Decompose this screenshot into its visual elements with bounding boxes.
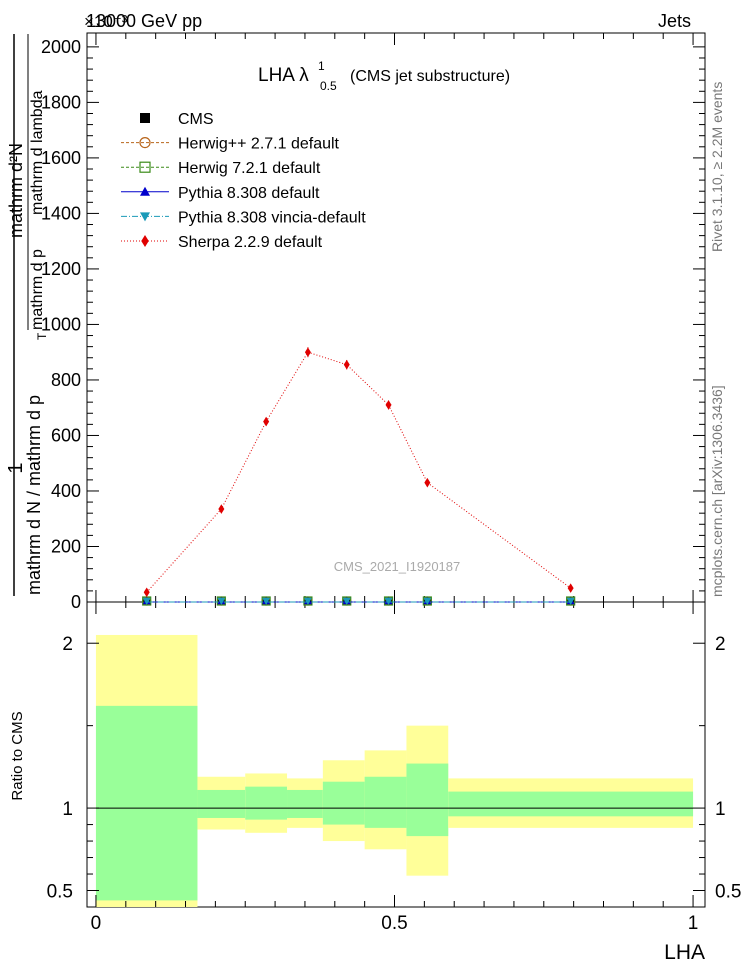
y-tick-label: 800: [51, 370, 81, 390]
data-point: [342, 597, 351, 605]
stat-uncertainty-band: [95, 705, 198, 901]
y-label-inner-denominator: mathrm d p: [29, 249, 46, 330]
main-x-axis: 0 0.5 1: [91, 33, 699, 934]
data-point: [218, 504, 225, 514]
y-tick-label: 2000: [41, 37, 81, 57]
ratio-y-tick-label-right: 0.5: [715, 882, 741, 903]
legend-marker: [139, 137, 151, 149]
legend: CMS Herwig++ 2.7.1 default Herwig 7.2.1 de…: [121, 111, 366, 251]
data-point: [217, 597, 226, 605]
series-2: [142, 596, 576, 606]
legend-label: Herwig++ 2.7.1 default: [178, 136, 340, 153]
x-tick-label: 0.5: [381, 913, 407, 934]
stat-uncertainty-band: [448, 791, 694, 817]
y-tick-label: 1200: [41, 259, 81, 279]
y-tick-label: 0: [71, 592, 81, 612]
stat-uncertainty-band: [287, 789, 323, 818]
y-label-inner-denominator-b: mathrm d lambda: [29, 90, 46, 215]
title-superscript: 1: [318, 59, 325, 73]
series-line: [146, 351, 571, 593]
analysis-watermark: CMS_2021_I1920187: [334, 559, 461, 574]
energy-label: 13000 GeV pp: [86, 11, 202, 31]
stat-uncertainty-band: [322, 781, 365, 825]
y-label-numerator: 1: [5, 462, 27, 473]
stat-uncertainty-band: [364, 776, 407, 828]
data-point: [304, 347, 311, 357]
y-label-subscript: T: [35, 332, 49, 340]
stat-uncertainty-band: [406, 763, 449, 837]
series-5: [143, 347, 574, 598]
stat-uncertainty-band: [197, 789, 246, 818]
rivet-version-label: Rivet 3.1.10, ≥ 2.2M events: [709, 82, 725, 252]
y-tick-label: 1600: [41, 148, 81, 168]
data-point: [262, 597, 271, 605]
series-0: [142, 597, 575, 605]
plot-title: LHA λ 1 0.5 (CMS jet substructure): [258, 59, 510, 93]
data-series: [142, 347, 576, 606]
data-point: [143, 587, 150, 598]
data-point: [424, 477, 431, 488]
x-tick-label: 0: [91, 913, 102, 934]
main-y-axis: 0 200 400 600 800 1000 1200 1400 1600 1800 2000: [41, 37, 705, 612]
legend-label: CMS: [178, 111, 214, 128]
ratio-uncertainty-bands: [95, 634, 694, 907]
title-subscript: 0.5: [320, 79, 337, 93]
title-rest: (CMS jet substructure): [350, 68, 510, 85]
x-axis-label: LHA: [664, 941, 705, 964]
data-point: [384, 597, 393, 605]
stat-uncertainty-band: [245, 786, 288, 820]
series-3: [142, 597, 575, 605]
x-tick-label: 1: [688, 913, 699, 934]
legend-label: Herwig 7.2.1 default: [178, 160, 321, 177]
legend-label: Pythia 8.308 vincia-default: [178, 209, 366, 226]
legend-marker: [139, 161, 151, 173]
y-tick-label: 1800: [41, 92, 81, 112]
legend-marker: [141, 235, 149, 247]
data-point: [385, 400, 392, 410]
y-tick-label: 600: [51, 425, 81, 445]
title-main: LHA λ: [258, 65, 309, 86]
legend-label: Sherpa 2.2.9 default: [178, 234, 323, 251]
data-point: [343, 359, 350, 370]
ratio-axes: 0.5 0.5 1 1 2 2: [47, 634, 742, 902]
ratio-y-tick-label: 1: [62, 799, 73, 820]
y-tick-label: 400: [51, 481, 81, 501]
legend-marker: [140, 186, 150, 196]
legend-label: Pythia 8.308 default: [178, 185, 320, 202]
ratio-y-tick-label: 2: [62, 634, 73, 655]
y-label-denominator: mathrm d N / mathrm d p: [24, 395, 44, 595]
mcplots-label: mcplots.cern.ch [arXiv:1306.3436]: [709, 385, 725, 597]
y-multiplier: ×10⁻³: [84, 12, 128, 31]
y-tick-label: 1400: [41, 203, 81, 223]
legend-marker: [140, 212, 150, 222]
data-point: [567, 583, 574, 593]
series-4: [142, 597, 575, 605]
y-tick-label: 1000: [41, 314, 81, 334]
ratio-y-tick-label-right: 2: [715, 634, 726, 655]
ratio-y-tick-label: 0.5: [47, 882, 73, 903]
process-label: Jets: [658, 11, 691, 31]
series-1: [142, 596, 576, 606]
data-point: [142, 597, 151, 605]
y-tick-label: 200: [51, 536, 81, 556]
data-point: [263, 416, 270, 427]
data-point: [566, 597, 575, 605]
data-point: [303, 597, 312, 605]
legend-marker: [140, 113, 150, 123]
ratio-y-tick-label-right: 1: [715, 799, 726, 820]
y-label-inner-numerator: mathrm d²N: [6, 143, 26, 238]
ratio-y-axis-label: Ratio to CMS: [9, 711, 26, 800]
data-point: [423, 597, 432, 605]
main-y-axis-label: 1: [5, 462, 27, 473]
